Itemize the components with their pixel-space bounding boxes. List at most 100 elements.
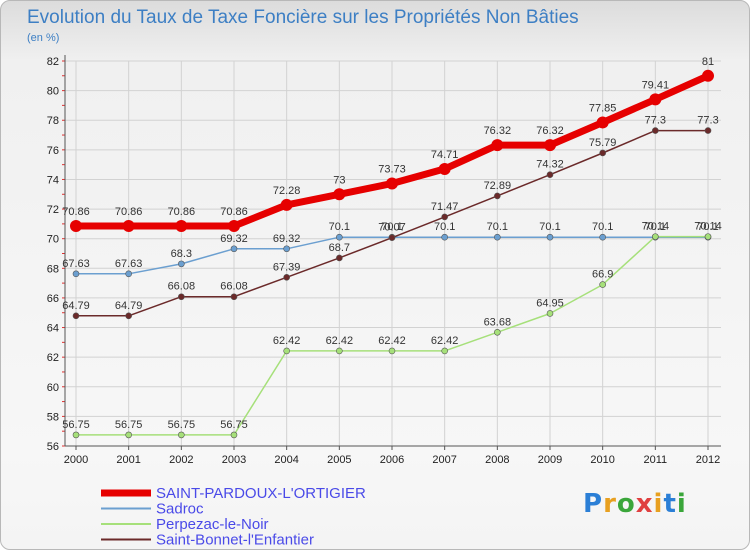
data-label: 68.7 <box>329 242 350 254</box>
data-point <box>544 139 556 152</box>
data-point <box>280 198 293 211</box>
legend-label: Saint-Bonnet-l'Enfantier <box>156 532 314 549</box>
data-point <box>122 219 135 232</box>
data-point <box>494 328 501 336</box>
data-point <box>125 312 132 320</box>
data-label: 62.42 <box>273 335 301 347</box>
data-label: 70.86 <box>115 206 143 218</box>
data-label: 64.79 <box>62 300 90 312</box>
data-point <box>230 431 238 439</box>
x-tick-label: 2011 <box>644 454 668 466</box>
data-point <box>178 293 185 301</box>
data-label: 70.1 <box>381 221 402 233</box>
data-label: 74.32 <box>536 159 564 171</box>
data-label: 70.1 <box>592 221 613 233</box>
data-label: 63.68 <box>484 316 512 328</box>
data-point <box>494 233 501 241</box>
legend-label: Sadroc <box>156 501 204 518</box>
data-label: 64.79 <box>115 300 143 312</box>
data-point <box>704 127 712 134</box>
data-point <box>652 127 659 134</box>
x-tick-label: 2003 <box>222 454 246 466</box>
data-point <box>336 254 343 262</box>
data-label: 62.42 <box>431 335 459 347</box>
y-tick-label: 66 <box>47 293 59 305</box>
y-tick-label: 76 <box>47 145 59 157</box>
data-point <box>175 219 188 232</box>
data-label: 67.63 <box>115 258 143 270</box>
legend: SAINT-PARDOUX-L'ORTIGIERSadrocPerpezac-l… <box>101 485 366 549</box>
y-tick-label: 78 <box>47 115 59 127</box>
data-label: 67.63 <box>62 258 90 270</box>
y-tick-label: 82 <box>47 56 59 68</box>
data-point <box>388 347 396 355</box>
data-label: 70.1 <box>645 221 666 233</box>
data-point <box>336 233 343 241</box>
y-tick-label: 62 <box>47 352 59 364</box>
data-label: 70.1 <box>487 221 508 233</box>
data-point <box>596 116 609 129</box>
data-point <box>702 69 714 82</box>
data-label: 77.3 <box>697 115 718 127</box>
data-point <box>283 274 290 281</box>
data-label: 66.08 <box>220 281 248 293</box>
data-label: 81 <box>702 56 714 68</box>
data-point <box>72 431 80 439</box>
data-label: 72.28 <box>273 185 301 197</box>
data-label: 56.75 <box>220 419 248 431</box>
y-tick-label: 72 <box>47 204 59 216</box>
data-label: 76.32 <box>484 125 512 137</box>
data-point <box>333 188 346 201</box>
data-point <box>178 431 185 439</box>
data-point <box>230 293 238 301</box>
data-label: 56.75 <box>115 419 143 431</box>
data-label: 56.75 <box>168 419 196 431</box>
legend-label: SAINT-PARDOUX-L'ORTIGIER <box>156 485 366 502</box>
data-label: 76.32 <box>536 125 564 137</box>
data-point <box>546 233 554 241</box>
proxiti-logo: Proxiti <box>583 489 693 529</box>
data-point <box>704 233 712 240</box>
data-label: 70.1 <box>329 221 350 233</box>
data-point <box>388 234 396 241</box>
data-point <box>386 177 398 190</box>
y-tick-label: 60 <box>47 382 59 394</box>
data-label: 72.89 <box>484 180 512 192</box>
x-tick-label: 2009 <box>538 454 562 466</box>
data-label: 62.42 <box>378 335 406 347</box>
data-point <box>599 281 606 288</box>
y-tick-label: 74 <box>47 174 59 186</box>
logo-letter: i <box>676 489 687 519</box>
y-axis-label: (en %) <box>27 32 59 44</box>
x-tick-label: 2004 <box>274 454 298 466</box>
data-label: 73 <box>333 174 345 186</box>
data-label: 74.71 <box>431 149 459 161</box>
x-tick-label: 2002 <box>169 454 193 466</box>
y-tick-label: 64 <box>47 323 59 335</box>
data-point <box>546 310 554 317</box>
data-point <box>230 245 238 253</box>
logo-letter: o <box>616 489 636 519</box>
data-label: 66.9 <box>592 269 613 281</box>
data-label: 69.32 <box>220 233 248 245</box>
logo-letter: i <box>653 489 664 519</box>
data-label: 70.86 <box>220 206 248 218</box>
x-tick-label: 2007 <box>432 454 456 466</box>
data-label: 70.1 <box>539 221 560 233</box>
legend-label: Perpezac-le-Noir <box>156 516 269 533</box>
data-point <box>336 347 343 355</box>
data-point <box>599 233 606 241</box>
data-label: 70.86 <box>168 206 196 218</box>
data-point <box>546 171 554 179</box>
grid <box>65 60 721 447</box>
data-label: 69.32 <box>273 233 301 245</box>
logo-letter: P <box>583 489 604 519</box>
data-label: 66.08 <box>168 281 196 293</box>
data-label: 70.1 <box>697 221 718 233</box>
x-tick-label: 2010 <box>590 454 614 466</box>
data-label: 67.39 <box>273 261 301 273</box>
data-point <box>441 347 448 355</box>
data-label: 64.95 <box>536 297 564 309</box>
series-layer <box>70 69 714 439</box>
